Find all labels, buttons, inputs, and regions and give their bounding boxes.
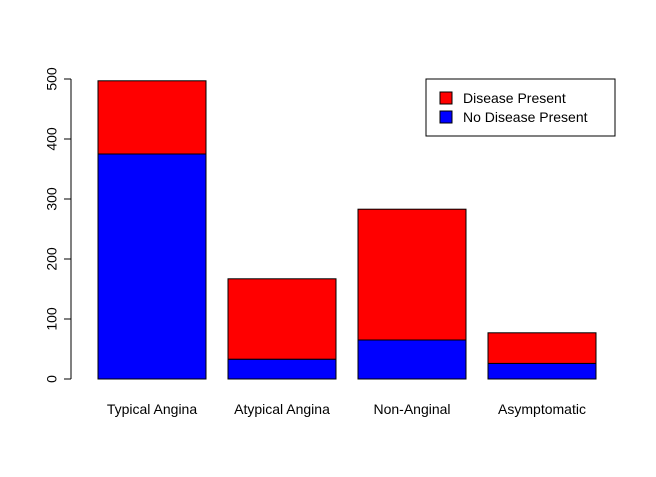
y-tick-label: 400	[44, 127, 60, 151]
x-tick-label: Asymptomatic	[498, 401, 586, 417]
bar-segment-no-disease	[357, 339, 467, 380]
bar-segment-disease	[227, 278, 337, 360]
y-tick-label: 300	[44, 187, 60, 211]
legend-box	[425, 78, 616, 137]
y-axis: 0 100 200 300 400 500	[44, 67, 72, 383]
bar-segment-no-disease	[97, 153, 207, 380]
bar-segment-no-disease	[227, 358, 337, 380]
y-tick-label: 200	[44, 247, 60, 271]
legend-label: No Disease Present	[463, 109, 588, 125]
x-tick-label: Typical Angina	[107, 401, 197, 417]
x-tick-label: Non-Anginal	[373, 401, 450, 417]
bar-segment-no-disease	[487, 362, 597, 380]
y-tick-label: 500	[44, 67, 60, 91]
legend: Disease Present No Disease Present	[425, 78, 616, 137]
bar-segment-disease	[357, 208, 467, 341]
legend-label: Disease Present	[463, 90, 566, 106]
x-tick-label: Atypical Angina	[234, 401, 330, 417]
legend-swatch	[439, 110, 453, 124]
y-tick-label: 0	[44, 375, 60, 383]
legend-swatch	[439, 91, 453, 105]
bar-segment-disease	[487, 332, 597, 364]
bars	[97, 80, 597, 380]
y-tick-label: 100	[44, 307, 60, 331]
x-axis-labels: Typical Angina Atypical Angina Non-Anginal…	[107, 401, 586, 417]
bar-segment-disease	[97, 80, 207, 155]
